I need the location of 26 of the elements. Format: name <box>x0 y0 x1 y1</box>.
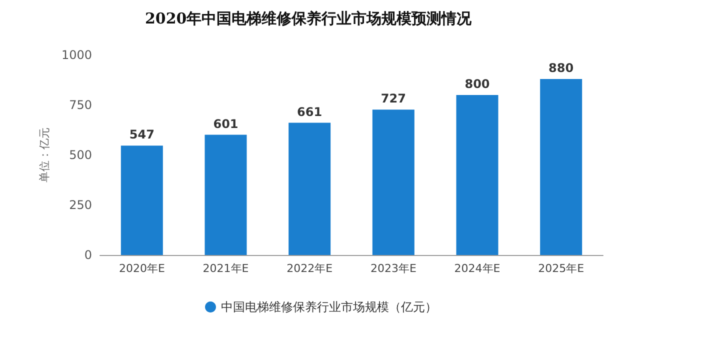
data-label: 727 <box>380 92 406 106</box>
data-label: 661 <box>297 104 322 119</box>
bar <box>456 95 498 255</box>
x-tick-label: 2020年E <box>118 262 165 275</box>
y-tick-label: 250 <box>69 198 92 212</box>
y-axis-title: 单位：亿元 <box>38 128 51 182</box>
y-tick-label: 500 <box>69 148 92 162</box>
data-label: 601 <box>213 116 238 131</box>
data-label: 800 <box>464 77 490 91</box>
y-tick-label: 1000 <box>61 48 92 62</box>
y-tick-label: 750 <box>69 98 92 112</box>
data-label: 547 <box>129 128 154 142</box>
x-tick-label: 2023年E <box>370 262 416 275</box>
chart-title: 2020年中国电梯维修保养行业市场规模预测情况 <box>145 10 473 28</box>
x-tick-label: 2022年E <box>286 262 333 275</box>
bar <box>204 134 247 255</box>
x-tick-label: 2024年E <box>454 262 500 275</box>
bar <box>372 110 414 255</box>
bar <box>540 79 582 255</box>
x-tick-label: 2025年E <box>538 262 584 275</box>
bar <box>120 146 163 255</box>
bar <box>288 122 331 255</box>
data-label: 880 <box>548 61 574 75</box>
x-tick-label: 2021年E <box>202 262 249 275</box>
y-tick-label: 0 <box>84 248 92 262</box>
legend-label: 中国电梯维修保养行业市场规模（亿元） <box>221 300 437 314</box>
